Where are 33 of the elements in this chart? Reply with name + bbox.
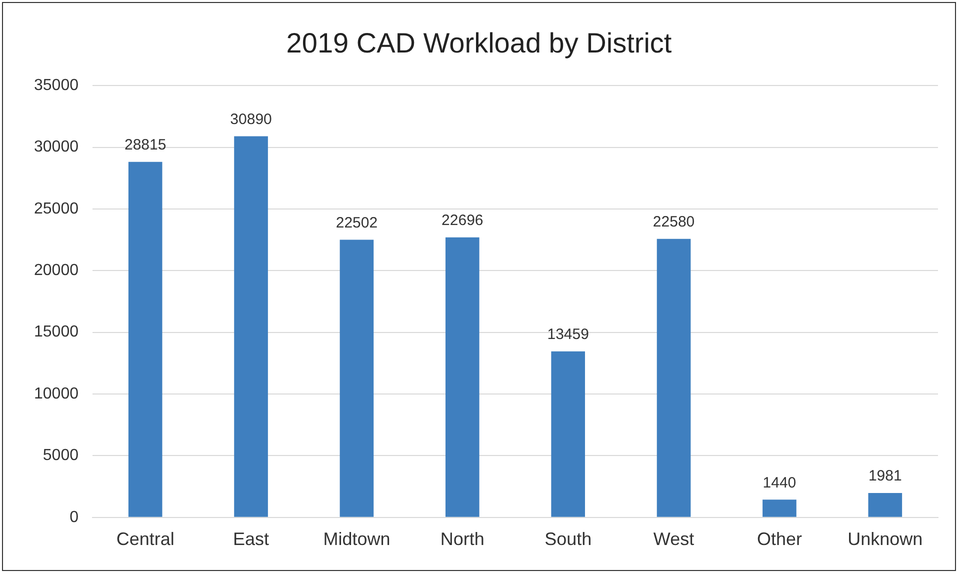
data-label: 28815 xyxy=(124,136,166,154)
data-label: 13459 xyxy=(547,326,589,343)
y-tick-label: 10000 xyxy=(34,385,79,402)
y-tick-label: 5000 xyxy=(42,447,79,464)
x-tick-label: West xyxy=(653,529,694,550)
x-tick-label: Central xyxy=(116,529,174,550)
bar xyxy=(656,238,691,517)
data-label: 22502 xyxy=(336,214,378,232)
bar xyxy=(234,136,268,517)
bar xyxy=(868,492,902,517)
bar xyxy=(762,500,796,517)
y-tick-label: 25000 xyxy=(34,200,79,218)
bar xyxy=(445,237,480,517)
data-label: 22580 xyxy=(652,213,695,230)
y-tick-label: 0 xyxy=(70,508,79,526)
data-label: 1981 xyxy=(868,468,902,485)
x-tick-label: Midtown xyxy=(323,529,390,550)
bar xyxy=(128,162,162,517)
x-tick-label: Other xyxy=(756,529,802,550)
data-label: 22696 xyxy=(442,212,484,230)
data-label: 1440 xyxy=(762,474,796,492)
y-tick-label: 15000 xyxy=(34,324,79,341)
x-tick-label: South xyxy=(544,529,592,550)
x-tick-label: North xyxy=(440,529,484,550)
y-tick-label: 20000 xyxy=(34,262,79,280)
y-tick-label: 35000 xyxy=(34,77,79,94)
y-tick-label: 30000 xyxy=(34,138,79,156)
x-tick-label: Unknown xyxy=(848,529,923,550)
data-label: 30890 xyxy=(230,110,272,128)
bar xyxy=(551,351,585,517)
chart-title: 2019 CAD Workload by District xyxy=(286,28,672,59)
x-tick-label: East xyxy=(233,529,270,550)
bar xyxy=(340,240,374,517)
